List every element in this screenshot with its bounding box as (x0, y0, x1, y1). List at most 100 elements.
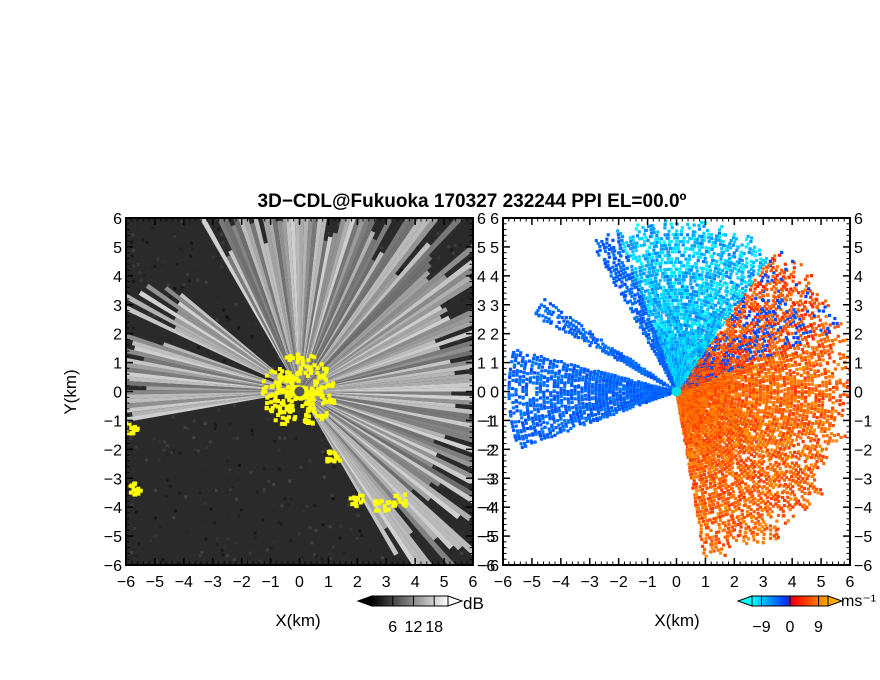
velocity-cell (833, 325, 837, 329)
velocity-cell (797, 487, 801, 491)
high-snr-cell (282, 388, 287, 393)
return-ray (299, 274, 448, 392)
high-snr-cell (260, 390, 265, 395)
velocity-cell (741, 343, 745, 348)
velocity-cell (779, 506, 784, 510)
velocity-cell (799, 405, 803, 410)
noise-speckle (185, 529, 189, 533)
velocity-cell (738, 392, 742, 396)
noise-speckle (203, 299, 207, 303)
velocity-cell (692, 450, 697, 454)
velocity-cell (814, 297, 818, 301)
velocity-cell (841, 339, 845, 343)
high-snr-cell (301, 385, 306, 390)
velocity-cell (725, 457, 729, 461)
velocity-cell (770, 510, 774, 514)
velocity-cell (711, 502, 716, 507)
noise-speckle (266, 548, 270, 552)
high-snr-cell (306, 419, 311, 424)
velocity-cell (825, 434, 829, 438)
velocity-cell (794, 415, 798, 419)
high-snr-cell (293, 415, 298, 420)
noise-speckle (214, 423, 218, 427)
velocity-cell (758, 453, 762, 457)
high-snr-cell (284, 406, 289, 411)
velocity-cell (792, 493, 797, 497)
velocity-cell (718, 507, 722, 512)
velocity-cell (803, 424, 807, 428)
x-tick-label: −6 (117, 574, 135, 591)
return-ray (299, 391, 473, 464)
high-snr-cell (304, 400, 309, 405)
velocity-cell (729, 365, 733, 369)
velocity-cell (776, 475, 780, 479)
velocity-cell (758, 354, 762, 358)
return-ray (299, 391, 438, 457)
velocity-cell (797, 476, 801, 481)
noise-speckle (184, 495, 188, 499)
velocity-cell (815, 487, 819, 491)
velocity-cell (810, 403, 814, 407)
velocity-cell (824, 314, 828, 319)
velocity-cell (734, 369, 738, 373)
noise-speckle (320, 439, 324, 443)
velocity-cell (758, 415, 762, 419)
velocity-cell (818, 419, 822, 423)
velocity-cell (704, 512, 708, 516)
velocity-cell (699, 530, 703, 535)
return-ray (126, 380, 300, 392)
snr-axis-ticks: −6 −5 −4 −3 −2 −1 0 1 2 3 4 5 6−6 −6−5 −5−4 −4−3 −3−2 −2−… (104, 211, 496, 591)
velocity-cell (759, 365, 763, 369)
velocity-cell (722, 479, 726, 483)
high-snr-cell (304, 412, 309, 417)
return-ray (299, 391, 399, 556)
velocity-cell (704, 540, 708, 544)
x-tick-label: 6 (469, 574, 478, 591)
high-snr-cell (306, 390, 311, 395)
noise-speckle (272, 539, 276, 543)
velocity-cell (789, 433, 793, 437)
velocity-cell (830, 411, 834, 415)
noise-speckle (305, 504, 309, 508)
high-snr-cell (272, 398, 277, 403)
velocity-cell (749, 487, 753, 491)
velocity-cell (807, 474, 811, 478)
velocity-cell (719, 461, 723, 465)
noise-speckle (237, 514, 241, 518)
velocity-cell (827, 329, 831, 333)
noise-speckle (158, 440, 162, 444)
velocity-cell (717, 389, 721, 394)
velocity-cell (828, 379, 832, 383)
velocity-cell (691, 486, 695, 490)
velocity-cell (768, 342, 772, 346)
velocity-cell (786, 386, 790, 391)
velocity-cell (812, 465, 816, 469)
velocity-cell (695, 513, 700, 518)
velocity-cell (728, 440, 732, 444)
velocity-cell (735, 458, 739, 462)
velocity-cell (819, 328, 823, 332)
return-ray (299, 218, 372, 392)
velocity-cell (730, 427, 734, 431)
velocity-cell (784, 471, 788, 475)
noise-speckle (154, 516, 158, 520)
velocity-cell (762, 532, 766, 536)
velocity-cell (713, 480, 717, 484)
velocity-cell (819, 458, 824, 463)
velocity-cell (759, 496, 763, 500)
velocity-cell (736, 435, 741, 440)
velocity-cell (717, 393, 721, 397)
high-snr-cell (296, 379, 301, 384)
velocity-cell (716, 383, 721, 387)
velocity-cell (824, 388, 829, 392)
noise-speckle (373, 226, 377, 230)
velocity-cell (799, 334, 803, 338)
velocity-cell (779, 402, 783, 406)
velocity-cell (766, 353, 770, 357)
figure-title: 3D−CDL@Fukuoka 170327 232244 PPI EL=00.0… (258, 191, 687, 212)
velocity-cell (813, 438, 817, 442)
velocity-cell (811, 337, 815, 341)
high-snr-cell (312, 355, 317, 360)
velocity-cell (814, 444, 818, 448)
velocity-cell (703, 416, 708, 420)
